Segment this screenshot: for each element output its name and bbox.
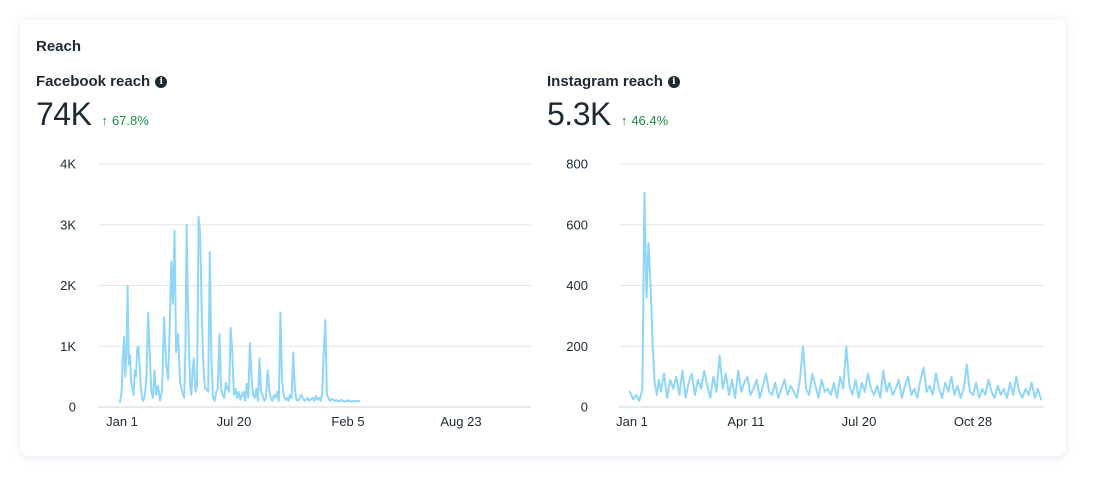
card-title: Reach [36,38,82,55]
instagram-reach-title: Instagram reach [547,73,663,90]
instagram-change-value: 46.4% [631,113,669,128]
x-tick-label: Jan 1 [616,414,648,429]
arrow-up-icon: ↑ [620,113,628,128]
facebook-reach-change: ↑ 67.8% [101,113,148,128]
y-tick-label: 400 [566,278,588,293]
facebook-reach-title: Facebook reach [36,73,151,90]
facebook-change-value: 67.8% [111,113,149,128]
x-tick-label: Feb 5 [331,414,364,429]
instagram-reach-change: ↑ 46.4% [621,113,668,128]
instagram-reach-metric: 5.3K ↑ 46.4% [547,96,668,133]
panel-title: Facebook reach i [36,73,168,90]
instagram-reach-chart: 0 200 400 600 800 Jan 1 Apr 11 Jul 20 Oct 28 [566,157,1044,429]
arrow-up-icon: ↑ [101,113,108,128]
y-tick-label: 800 [566,157,588,172]
x-tick-label: Aug 23 [440,414,481,429]
y-tick-label: 0 [581,400,588,415]
info-icon[interactable]: i [667,75,680,88]
series-line [119,215,360,404]
y-tick-label: 600 [566,217,588,232]
info-icon[interactable]: i [155,75,168,88]
y-tick-label: 1K [60,339,76,354]
y-tick-label: 3K [60,217,76,232]
x-tick-label: Oct 28 [954,414,992,429]
y-tick-label: 4K [60,157,76,172]
x-tick-label: Jul 20 [217,414,252,429]
x-tick-label: Jul 20 [842,414,877,429]
x-tick-label: Jan 1 [106,414,138,429]
reach-card: Reach Facebook reach i 74K ↑ 67.8% 0 1K 2K… [20,20,1066,456]
y-tick-label: 200 [566,339,588,354]
panel-title: Instagram reach i [547,73,680,90]
x-tick-label: Apr 11 [727,414,764,429]
facebook-reach-chart: 0 1K 2K 3K 4K Jan 1 Jul 20 Feb 5 Aug 23 [60,157,531,429]
instagram-reach-value: 5.3K [547,96,611,132]
y-tick-label: 2K [60,278,76,293]
facebook-reach-metric: 74K ↑ 67.8% [36,96,149,133]
series-line [629,191,1042,402]
y-tick-label: 0 [69,400,76,415]
facebook-reach-value: 74K [36,96,92,132]
